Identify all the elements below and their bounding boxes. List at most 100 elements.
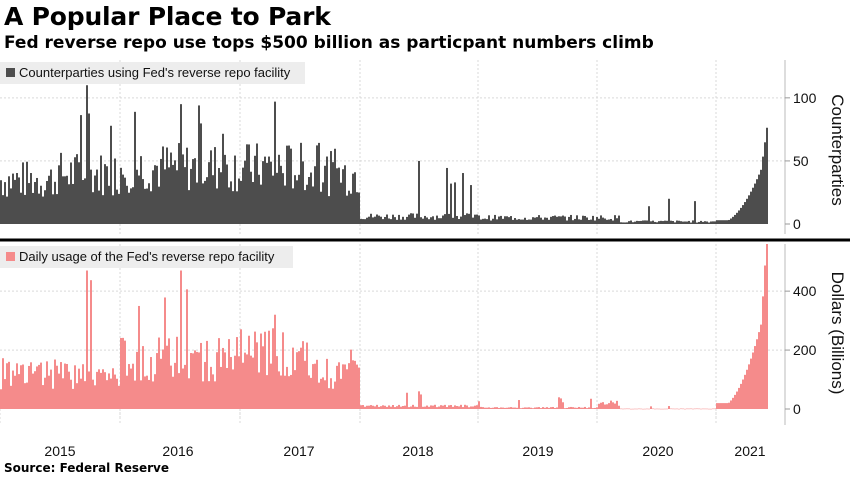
counterparty-bar: [384, 216, 386, 224]
usage-ytick-label: 0: [793, 401, 801, 417]
counterparty-bar: [72, 183, 74, 224]
usage-bar: [578, 406, 580, 409]
usage-bar: [298, 351, 300, 409]
usage-bar: [60, 362, 62, 409]
counterparty-bar: [96, 169, 98, 224]
usage-bar: [678, 408, 680, 410]
usage-bar: [608, 403, 610, 409]
counterparty-bar: [130, 188, 132, 224]
usage-bar: [200, 342, 202, 409]
x-tick-label: 2016: [162, 443, 193, 459]
counterparty-bar: [380, 216, 382, 224]
counterparty-bar: [390, 219, 392, 224]
counterparty-bar: [174, 160, 176, 224]
counterparty-bar: [548, 219, 550, 224]
usage-bar: [310, 377, 312, 409]
usage-bar: [638, 408, 640, 410]
usage-bar: [750, 358, 752, 409]
usage-bar: [440, 405, 442, 409]
counterparty-bar: [648, 206, 650, 224]
counterparty-bar: [136, 169, 138, 224]
usage-bar: [350, 349, 352, 409]
usage-bar: [154, 374, 156, 409]
usage-bar: [582, 407, 584, 409]
counterparty-bar: [102, 195, 104, 224]
counterparty-bar: [738, 210, 740, 224]
counterparties-legend-label: Counterparties using Fed's reverse repo …: [19, 65, 291, 80]
counterparty-bar: [158, 186, 160, 224]
usage-bar: [318, 382, 320, 409]
counterparty-bar: [188, 190, 190, 224]
counterparty-bar: [36, 177, 38, 224]
counterparty-bar: [144, 188, 146, 224]
counterparty-bar: [744, 202, 746, 224]
counterparty-bar: [416, 213, 418, 224]
counterparty-bar: [26, 161, 28, 224]
counterparty-bar: [86, 85, 88, 224]
usage-bar: [462, 407, 464, 409]
usage-bar: [290, 374, 292, 409]
usage-bar: [584, 406, 586, 409]
usage-bar: [282, 332, 284, 409]
source-note: Source: Federal Reserve: [4, 461, 169, 475]
counterparty-bar: [442, 215, 444, 224]
usage-bar: [376, 404, 378, 409]
usage-bar: [632, 408, 634, 410]
counterparty-bar: [598, 218, 600, 224]
counterparty-bar: [62, 176, 64, 224]
counterparty-bar: [42, 196, 44, 224]
usage-bar: [476, 405, 478, 409]
counterparty-bar: [746, 198, 748, 224]
counterparty-bar: [714, 221, 716, 224]
usage-bar: [52, 388, 54, 409]
counterparty-bar: [50, 169, 52, 224]
usage-bar: [342, 364, 344, 409]
counterparty-bar: [418, 160, 420, 224]
counterparty-bar: [352, 173, 354, 224]
counterparty-bar: [360, 218, 362, 224]
usage-bars: [0, 244, 768, 410]
counterparty-bar: [394, 217, 396, 224]
usage-bar: [228, 339, 230, 409]
usage-bar: [58, 373, 60, 409]
usage-bar: [110, 378, 112, 409]
x-tick-label: 2020: [642, 443, 673, 459]
counterparty-bar: [674, 222, 676, 224]
usage-bar: [412, 404, 414, 409]
counterparty-bar: [634, 221, 636, 224]
usage-bar: [600, 402, 602, 409]
usage-bar: [470, 406, 472, 409]
usage-bar: [14, 375, 16, 409]
usage-bar: [438, 406, 440, 409]
counterparty-bar: [200, 123, 202, 224]
usage-bar: [8, 361, 10, 409]
counterparty-bar: [580, 219, 582, 224]
counterparty-bar: [212, 175, 214, 224]
counterparty-bar: [446, 167, 448, 224]
counterparty-bar: [126, 185, 128, 224]
counterparty-bar: [274, 101, 276, 224]
counterparty-bar: [666, 220, 668, 224]
usage-bar: [682, 408, 684, 410]
usage-bar: [122, 337, 124, 409]
x-tick-label: 2015: [44, 443, 75, 459]
usage-bar: [196, 351, 198, 409]
counterparty-bar: [386, 214, 388, 224]
counterparty-bar: [16, 173, 18, 224]
usage-bar: [204, 361, 206, 409]
counterparty-bar: [420, 217, 422, 224]
counterparty-bar: [638, 221, 640, 224]
counterparty-bar: [346, 195, 348, 224]
usage-bar: [356, 364, 358, 409]
counterparty-bar: [504, 216, 506, 224]
counterparty-bar: [492, 218, 494, 224]
counterparty-bar: [484, 218, 486, 224]
counterparty-bar: [308, 176, 310, 224]
usage-bar: [684, 408, 686, 410]
counterparty-bar: [422, 218, 424, 224]
counterparty-bar: [468, 213, 470, 224]
counterparty-bar: [218, 168, 220, 224]
counterparty-bar: [6, 196, 8, 224]
usage-bar: [190, 353, 192, 409]
usage-bar: [698, 408, 700, 410]
